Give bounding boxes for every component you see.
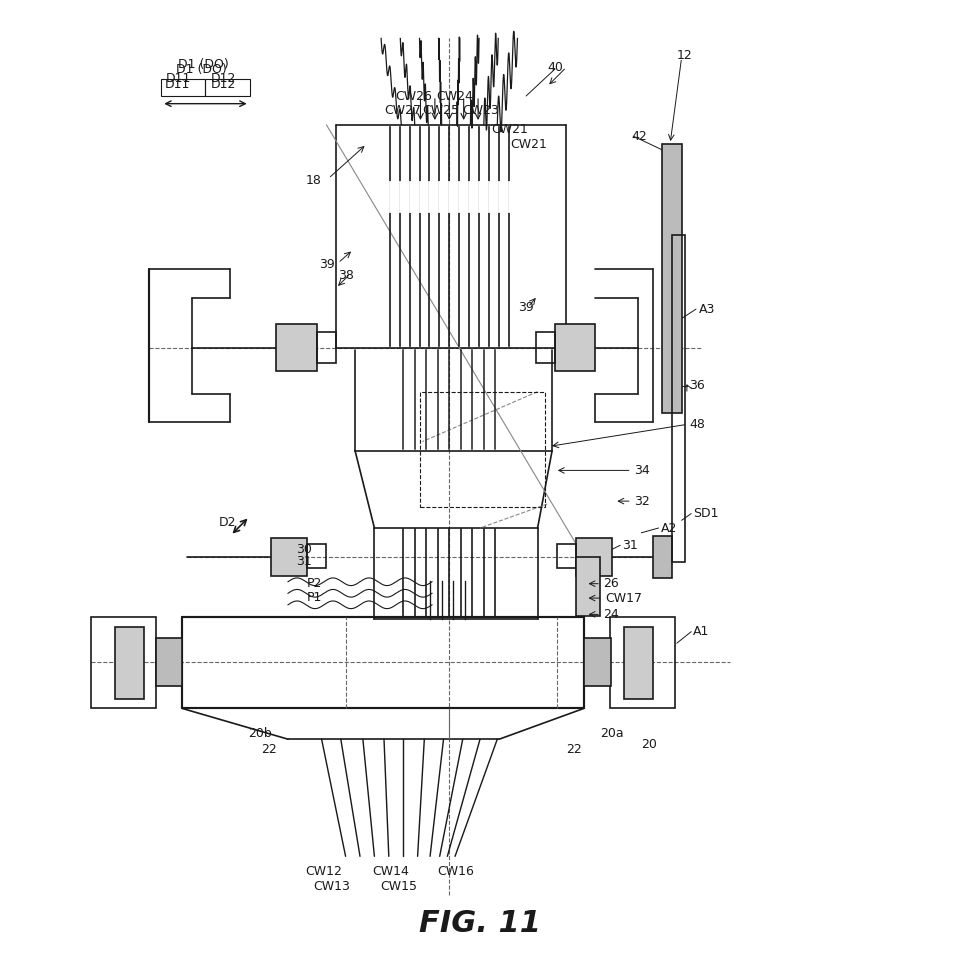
Text: 20a: 20a: [600, 727, 624, 740]
Bar: [557, 544, 576, 568]
Bar: [161, 79, 205, 96]
Text: CW27: CW27: [384, 104, 421, 117]
Text: D1 (DO): D1 (DO): [178, 58, 228, 71]
Bar: [672, 235, 685, 562]
Text: 26: 26: [603, 577, 618, 590]
Text: 12: 12: [677, 49, 692, 62]
Text: D12: D12: [211, 72, 236, 85]
Bar: [536, 332, 555, 363]
Bar: [576, 557, 600, 616]
Text: D1 (DO): D1 (DO): [176, 62, 227, 76]
Text: CW14: CW14: [372, 865, 409, 878]
Text: 34: 34: [634, 464, 649, 477]
Text: 39: 39: [518, 300, 534, 314]
Text: CW15: CW15: [380, 879, 418, 893]
Text: P1: P1: [307, 590, 323, 604]
Text: CW17: CW17: [605, 591, 642, 605]
Bar: [91, 617, 156, 708]
Text: CW13: CW13: [313, 879, 349, 893]
Text: CW26: CW26: [396, 89, 432, 103]
Text: CW16: CW16: [437, 865, 473, 878]
Text: 40: 40: [547, 60, 564, 74]
Text: CW24: CW24: [436, 89, 472, 103]
Text: CW12: CW12: [305, 865, 342, 878]
Text: CW21: CW21: [511, 137, 547, 151]
Bar: [653, 536, 672, 578]
Text: 22: 22: [566, 743, 582, 756]
Bar: [271, 538, 307, 576]
Bar: [624, 627, 653, 699]
Text: CW25: CW25: [422, 104, 460, 117]
Text: CW23: CW23: [463, 104, 499, 117]
Text: A3: A3: [699, 302, 715, 316]
Bar: [610, 617, 675, 708]
Bar: [317, 332, 336, 363]
Bar: [584, 638, 611, 686]
Bar: [555, 324, 595, 371]
Text: 30: 30: [296, 542, 312, 556]
Text: 38: 38: [338, 269, 354, 282]
Text: A2: A2: [660, 521, 677, 535]
Text: 31: 31: [296, 555, 311, 568]
Text: P2: P2: [307, 577, 323, 590]
Text: D2: D2: [219, 516, 236, 529]
Text: 36: 36: [689, 379, 705, 393]
Bar: [420, 392, 545, 507]
Bar: [576, 538, 612, 576]
Text: D11: D11: [166, 72, 191, 85]
Text: 18: 18: [305, 174, 322, 187]
Bar: [156, 638, 182, 686]
Text: 20: 20: [641, 737, 658, 751]
Text: D12: D12: [211, 78, 236, 91]
Text: A1: A1: [693, 625, 709, 638]
Text: 48: 48: [689, 418, 706, 431]
Text: SD1: SD1: [693, 507, 719, 520]
Text: 20b: 20b: [248, 727, 272, 740]
Text: 39: 39: [319, 258, 334, 272]
Text: 32: 32: [634, 494, 649, 508]
Bar: [205, 79, 250, 96]
Text: 22: 22: [261, 743, 276, 756]
Text: 31: 31: [622, 539, 637, 552]
Text: FIG. 11: FIG. 11: [419, 909, 541, 938]
Bar: [276, 324, 317, 371]
Bar: [115, 627, 144, 699]
Text: D11: D11: [165, 78, 190, 91]
Text: 42: 42: [632, 130, 647, 143]
Text: CW21: CW21: [492, 123, 528, 136]
Bar: [307, 544, 326, 568]
Bar: [662, 144, 682, 413]
Text: 24: 24: [603, 608, 618, 621]
